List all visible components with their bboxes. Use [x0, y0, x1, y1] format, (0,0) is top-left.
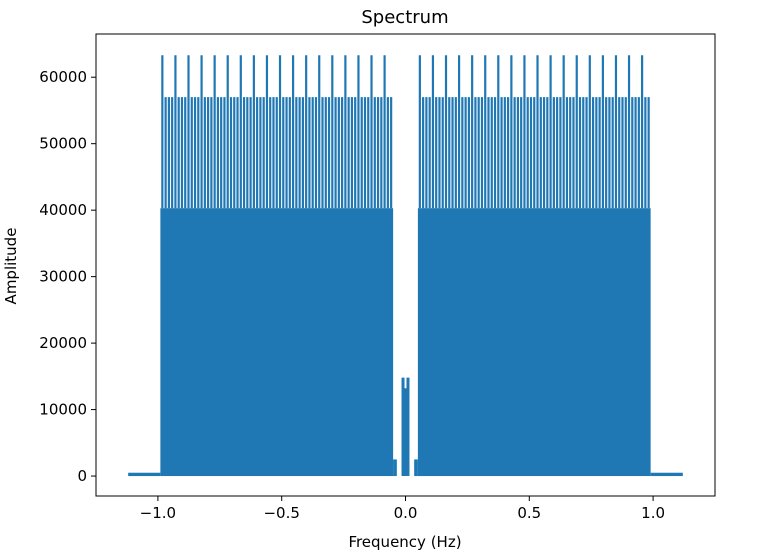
y-axis: 0 10000 20000 30000 40000 50000 60000: [39, 68, 96, 485]
y-tick-label: 60000: [39, 68, 87, 86]
spectrum-band-1: [160, 208, 394, 477]
y-tick-label: 40000: [39, 201, 87, 219]
y-tick-label: 50000: [39, 135, 87, 153]
y-tick-label: 30000: [39, 268, 87, 286]
x-tick-label: −0.5: [263, 504, 299, 522]
y-tick-label: 20000: [39, 334, 87, 352]
spectrum-band-2: [393, 459, 397, 477]
y-tick-label: 10000: [39, 401, 87, 419]
x-axis-label: Frequency (Hz): [348, 533, 461, 551]
spectrum-band-0: [128, 472, 161, 477]
x-tick-label: 1.0: [641, 504, 665, 522]
y-axis-label: Amplitude: [2, 228, 20, 305]
spectrum-band-5: [650, 472, 683, 477]
y-tick-label: 0: [77, 467, 87, 485]
x-axis: −1.0 −0.5 0.0 0.5 1.0: [140, 496, 665, 522]
plot-area: [128, 55, 683, 477]
spectrum-band-4: [417, 208, 651, 477]
x-tick-label: 0.0: [394, 504, 418, 522]
x-tick-label: 0.5: [517, 504, 541, 522]
chart-title: Spectrum: [361, 7, 448, 28]
spectrum-band-3: [414, 459, 418, 477]
x-tick-label: −1.0: [140, 504, 176, 522]
